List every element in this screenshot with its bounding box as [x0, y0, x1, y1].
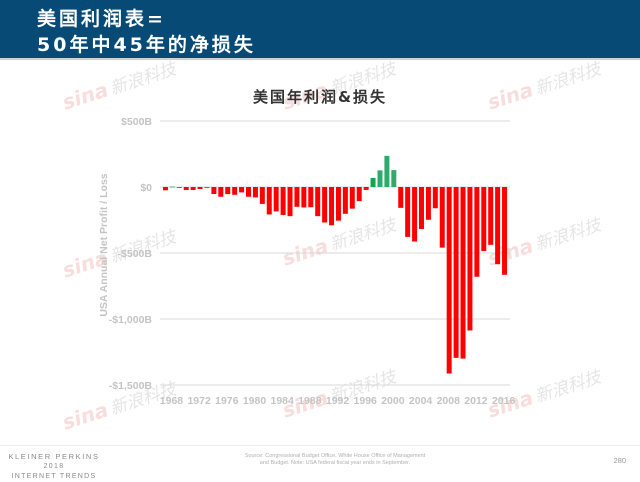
- bar-2014: [481, 187, 487, 252]
- bar-1970: [176, 187, 182, 188]
- bar-chart: $500B $0 -$500B -$1,000B -$1,500B 1968 1972 197…: [109, 116, 516, 407]
- slide-title-line-2: 50年中45年的净损失: [37, 34, 256, 56]
- x-tick-label: 2016: [492, 395, 516, 407]
- bar-1973: [197, 187, 203, 189]
- x-tick-label: 1968: [160, 395, 184, 407]
- chart-title: 美国年利润&损失: [252, 88, 388, 106]
- bar-2006: [425, 187, 431, 220]
- x-tick-label: 1972: [187, 395, 211, 407]
- bar-2013: [474, 187, 480, 277]
- slide-header: 美国利润表= 50年中45年的净损失: [0, 0, 640, 60]
- slide-title-line-1: 美国利润表=: [37, 8, 166, 30]
- source-line-2: and Budget. Note: USA federal fiscal yea…: [259, 460, 411, 466]
- bar-1989: [308, 187, 314, 208]
- x-tick-label: 1988: [298, 395, 322, 407]
- footer-divider: [0, 445, 640, 446]
- source-line-1: Source: Congressional Budget Office, Whi…: [244, 453, 426, 459]
- bar-1987: [294, 187, 300, 207]
- x-tick-label: 2000: [381, 395, 405, 407]
- bar-1971: [183, 187, 189, 191]
- x-tick-label: 2008: [437, 395, 461, 407]
- bar-1988: [301, 187, 307, 208]
- bar-2004: [412, 187, 418, 242]
- bar-2015: [488, 187, 494, 245]
- y-tick-label: -$500B: [118, 248, 153, 260]
- bar-1981: [252, 187, 258, 198]
- bar-1990: [315, 187, 321, 217]
- x-tick-label: 1984: [271, 395, 295, 407]
- x-tick-label: 1992: [326, 395, 350, 407]
- bar-1978: [232, 187, 238, 195]
- x-tick-label: 1980: [243, 395, 267, 407]
- bar-1995: [349, 187, 355, 209]
- bar-2009: [446, 187, 452, 374]
- bar-1991: [322, 187, 328, 223]
- bar-1980: [246, 187, 251, 197]
- bar-1996: [356, 187, 362, 202]
- bar-1968: [162, 187, 168, 191]
- bar-1974: [204, 187, 210, 188]
- bar-2001: [391, 170, 397, 187]
- bar-1976: [218, 187, 224, 197]
- x-tick-label: 1976: [215, 395, 239, 407]
- x-tick-label: 1996: [354, 395, 378, 407]
- bar-1977: [225, 187, 231, 195]
- bar-1992: [329, 187, 335, 226]
- bar-1969: [169, 186, 175, 188]
- bar-2000: [384, 155, 390, 187]
- y-tick-label: $0: [140, 182, 152, 194]
- bar-1997: [363, 187, 369, 190]
- bar-2016: [495, 187, 501, 265]
- bar-2005: [419, 187, 424, 229]
- bar-1998: [370, 177, 376, 187]
- bar-1982: [259, 187, 265, 204]
- y-tick-label: $500B: [121, 116, 152, 128]
- bar-2007: [432, 187, 438, 209]
- bar-1999: [377, 170, 383, 187]
- bar-2002: [398, 187, 404, 208]
- bar-1994: [342, 187, 348, 214]
- bar-1983: [266, 187, 272, 215]
- x-tick-label: 2012: [464, 395, 488, 407]
- logo-brand: KLEINER PERKINS: [8, 452, 100, 461]
- bar-2003: [405, 187, 411, 237]
- page-number: 280: [613, 456, 626, 465]
- y-tick-label: -$1,500B: [109, 380, 153, 392]
- bar-1993: [335, 187, 341, 221]
- source-note: Source: Congressional Budget Office, Whi…: [220, 453, 450, 467]
- bar-2017: [502, 187, 508, 275]
- bar-1984: [273, 187, 279, 212]
- bar-1975: [211, 187, 217, 194]
- bar-1985: [280, 187, 286, 215]
- logo-year: 2018: [43, 463, 65, 470]
- bar-1979: [239, 187, 245, 193]
- bar-2012: [467, 187, 473, 331]
- bar-2008: [439, 187, 445, 248]
- y-tick-label: -$1,000B: [109, 314, 153, 326]
- bar-1972: [190, 187, 196, 191]
- kpcb-logo: KLEINER PERKINS 2018 INTERNET TRENDS: [6, 452, 102, 482]
- bar-1986: [287, 187, 293, 217]
- x-tick-label: 2004: [409, 395, 433, 407]
- bar-2011: [460, 187, 466, 359]
- bar-2010: [453, 187, 459, 358]
- logo-subtitle: INTERNET TRENDS: [11, 473, 97, 480]
